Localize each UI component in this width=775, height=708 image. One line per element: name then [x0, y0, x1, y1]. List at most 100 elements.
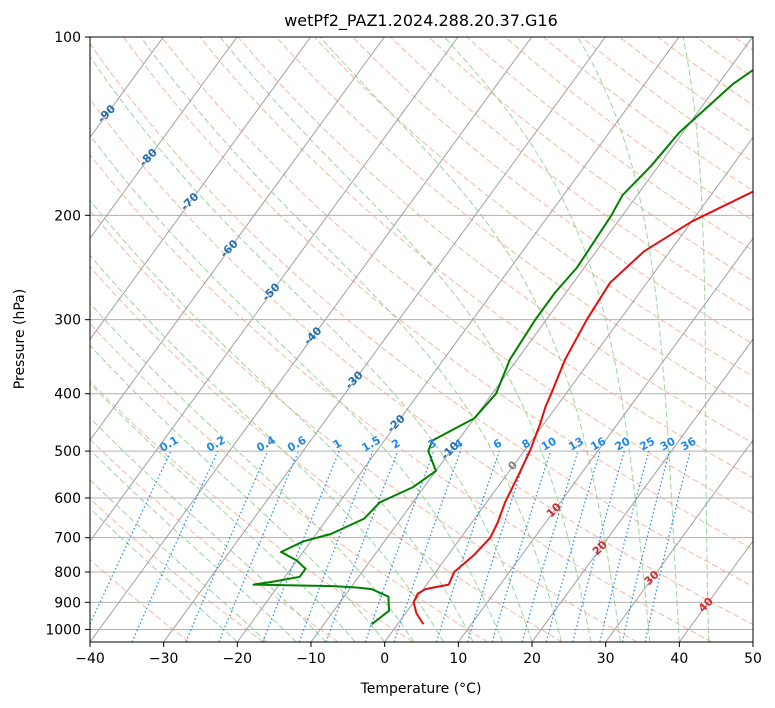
x-tick-label: −40: [75, 651, 105, 667]
moist-adiabat: [90, 507, 238, 642]
x-axis-title: Temperature (°C): [360, 681, 482, 697]
moist-adiabat: [444, 37, 651, 642]
isotherm-line: [310, 37, 753, 642]
isotherm-line: [752, 641, 753, 642]
moist-adiabat: [90, 449, 297, 642]
isotherm-line: [236, 37, 680, 642]
mixing-ratio-line: [262, 450, 340, 642]
isotherm-label: -20: [385, 412, 408, 435]
mixing-ratio-label: 6: [491, 436, 504, 451]
dry-adiabat: [90, 438, 339, 642]
x-tick-label: −20: [223, 651, 253, 667]
dry-adiabat: [90, 380, 414, 642]
isotherm-label: 0: [505, 458, 520, 473]
isotherm-label: -80: [137, 146, 160, 169]
x-tick-label: −30: [149, 651, 179, 667]
moist-adiabat: [319, 37, 621, 642]
mixing-ratio-line: [90, 450, 172, 626]
isotherm-line: [90, 37, 459, 542]
mixing-ratio-line: [218, 450, 300, 642]
dry-adiabat: [390, 37, 753, 313]
y-tick-label: 800: [54, 565, 81, 581]
isotherm-label: -100: [47, 60, 76, 89]
moist-adiabat: [90, 134, 503, 642]
x-tick-label: 0: [380, 651, 389, 667]
mixing-ratio-line: [572, 450, 625, 642]
x-tick-label: 30: [597, 651, 615, 667]
moist-adiabat: [90, 199, 474, 642]
dry-adiabat: [695, 37, 753, 79]
dry-adiabat: [199, 37, 753, 479]
dry-adiabat: [542, 37, 753, 192]
dry-adiabat: [90, 98, 753, 626]
isotherm-line: [605, 439, 753, 642]
moist-adiabat: [90, 382, 356, 642]
x-tick-label: −10: [296, 651, 326, 667]
isotherm-label: -70: [178, 190, 201, 213]
y-tick-label: 500: [54, 444, 81, 460]
dewpoint-profile: [252, 68, 753, 625]
isotherm-label: -30: [343, 368, 366, 391]
plot-area: -100-90-80-70-60-50-40-30-20-10010203040…: [47, 37, 753, 642]
isotherm-line: [90, 37, 533, 642]
dry-adiabat: [657, 37, 753, 106]
dry-adiabat: [90, 322, 488, 642]
sounding-series: [252, 68, 753, 625]
dry-adiabats: [90, 37, 753, 642]
moist-adiabats: [90, 37, 710, 642]
dry-adiabat: [90, 42, 753, 588]
moist-adiabat: [90, 254, 445, 642]
pressure-gridlines: [90, 37, 753, 630]
isotherm-line: [384, 136, 753, 642]
moist-adiabat: [90, 344, 386, 642]
isotherm-line: [90, 37, 312, 341]
y-tick-label: 600: [54, 491, 81, 507]
isotherm-label: 40: [696, 595, 716, 615]
moist-adiabat: [90, 479, 268, 642]
mixing-ratio-label: 2: [389, 437, 402, 452]
moist-adiabat: [577, 37, 680, 642]
dry-adiabat: [619, 37, 753, 134]
mixing-ratio-line: [644, 450, 691, 642]
moist-adiabat: [90, 302, 415, 642]
dry-adiabat: [352, 37, 753, 345]
dry-adiabat: [733, 37, 753, 51]
dry-adiabat: [90, 153, 712, 642]
mixing-ratio-line: [185, 450, 269, 642]
mixing-ratio-line: [521, 450, 579, 642]
dry-adiabat: [90, 209, 638, 642]
plot-frame: [89, 36, 754, 643]
x-tick-label: 20: [523, 651, 541, 667]
y-tick-label: 300: [54, 313, 81, 329]
dry-adiabat: [90, 265, 563, 642]
temperature-profile: [412, 190, 753, 625]
isotherm-line: [457, 237, 753, 642]
moist-adiabat: [140, 37, 562, 642]
dry-adiabat: [313, 37, 753, 377]
mixing-ratio-line: [491, 450, 552, 642]
y-tick-label: 1000: [45, 622, 81, 638]
x-tick-label: 50: [744, 651, 762, 667]
y-tick-label: 700: [54, 531, 81, 547]
mixing-ratio-line: [298, 450, 374, 642]
mixing-ratio-line: [466, 450, 529, 642]
y-tick-label: 200: [54, 208, 81, 224]
x-axis: −40 −30 −20 −10 0 10 20 30 40 50: [75, 642, 762, 667]
mixing-ratio-lines: [90, 450, 691, 642]
mixing-ratio-line: [364, 450, 435, 642]
mixing-ratio-line: [435, 450, 500, 642]
moist-adiabat: [90, 55, 533, 642]
isotherm-label: -50: [259, 280, 282, 303]
dry-adiabat: [466, 37, 753, 251]
dry-adiabat: [161, 37, 753, 514]
isotherm-label: 20: [590, 538, 610, 558]
isotherm-line: [531, 338, 753, 642]
isotherm-line: [90, 37, 238, 240]
dry-adiabat: [504, 37, 753, 221]
dry-adiabat: [90, 558, 190, 642]
dry-adiabat: [90, 498, 264, 642]
moist-adiabat: [90, 417, 327, 642]
moist-adiabat: [682, 37, 710, 642]
y-tick-label: 100: [54, 30, 81, 46]
